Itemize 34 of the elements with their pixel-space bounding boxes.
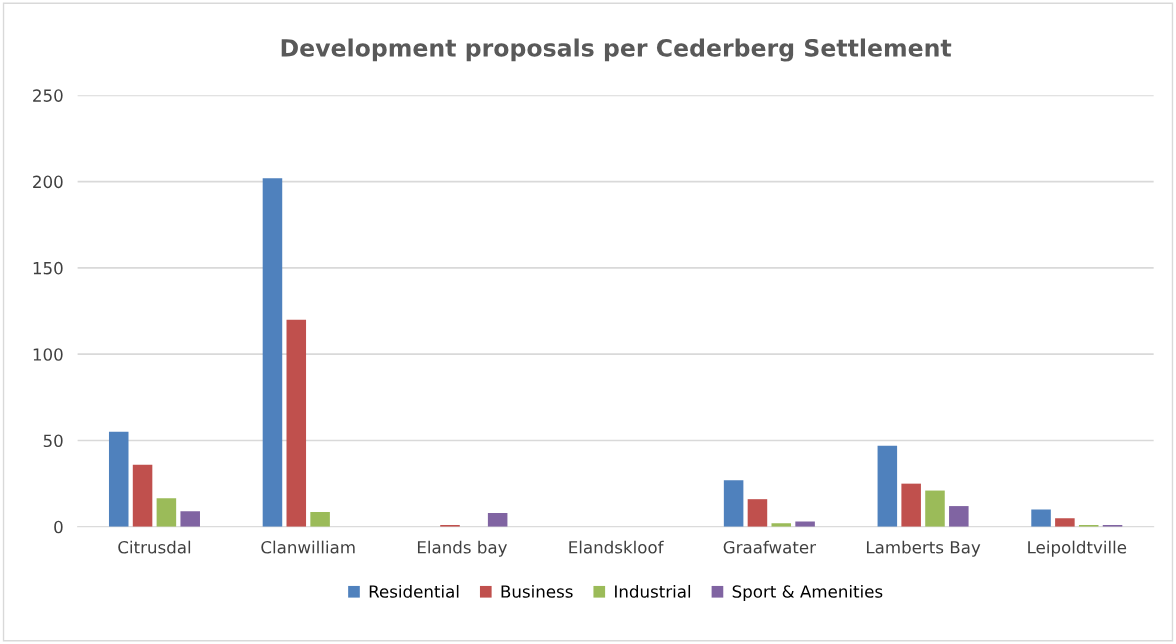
bar (877, 445, 898, 527)
x-tick-label: Clanwilliam (261, 540, 355, 554)
x-tick-label: Citrusdal (118, 540, 191, 554)
legend-label: Sport & Amenities (732, 584, 883, 602)
x-tick-label: Elands bay (417, 540, 507, 557)
bar (901, 483, 921, 527)
x-tick-label: Elandskloof (569, 540, 664, 554)
legend-label: Residential (369, 584, 459, 598)
bar (949, 506, 969, 527)
y-tick-label: 200 (33, 175, 63, 189)
chart-title: Development proposals per Cederberg Settlement (281, 38, 952, 62)
x-tick-label: Graafwater (723, 540, 816, 554)
bar (310, 512, 330, 527)
bar (156, 498, 177, 527)
bar (1055, 518, 1075, 527)
bar (925, 490, 945, 527)
y-tick-label: 0 (54, 520, 63, 534)
bar (747, 499, 768, 527)
bar (262, 178, 283, 527)
bar (487, 512, 508, 527)
y-tick-label: 50 (43, 434, 63, 448)
bar (1031, 509, 1051, 527)
y-tick-label: 150 (33, 261, 63, 275)
y-tick-label: 100 (33, 348, 63, 361)
bar (108, 431, 129, 527)
y-tick-label: 250 (33, 89, 63, 102)
legend-label: Industrial (615, 584, 691, 598)
x-tick-label: Leipoldtville (1028, 540, 1127, 557)
bar (723, 480, 744, 527)
bar (286, 319, 307, 527)
bar (132, 464, 153, 527)
bar (180, 511, 200, 527)
legend-label: Business (501, 584, 573, 598)
x-tick-label: Lamberts Bay (866, 540, 981, 557)
